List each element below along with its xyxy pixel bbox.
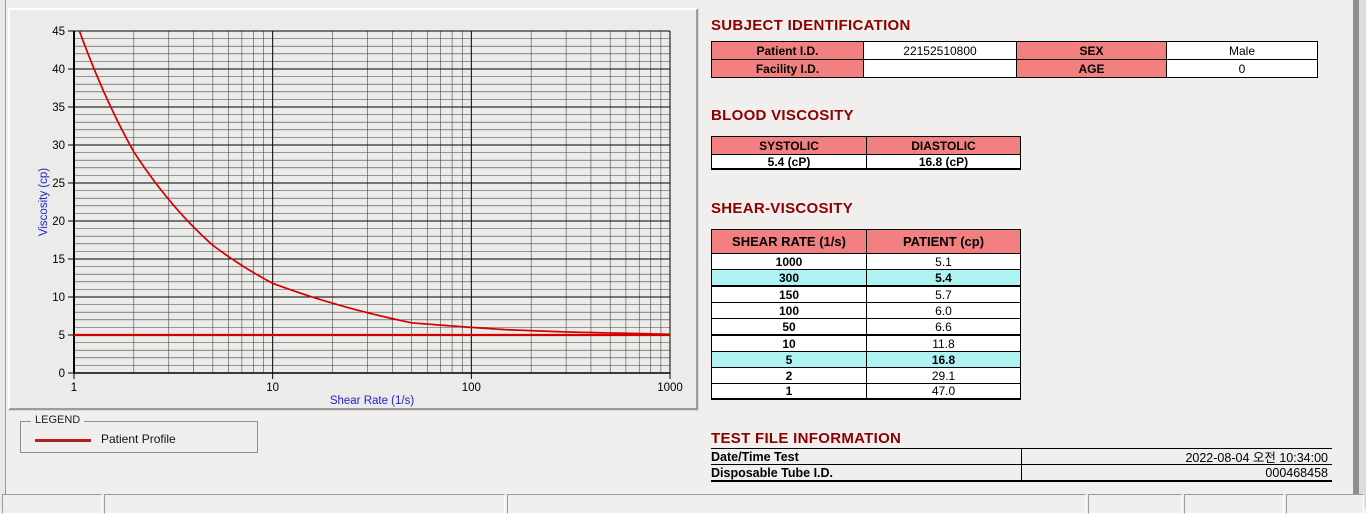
patient-id-label: Patient I.D. xyxy=(711,41,864,60)
shear-rate-cell: 1000 xyxy=(711,253,867,270)
svg-text:1: 1 xyxy=(71,382,77,394)
shear-rate-cell: 5 xyxy=(711,351,867,368)
patient-cp-cell: 47.0 xyxy=(866,383,1021,400)
shear-rate-header: SHEAR RATE (1/s) xyxy=(711,229,867,254)
diastolic-header: DIASTOLIC xyxy=(866,136,1021,155)
status-bar-cell xyxy=(104,494,505,514)
status-bar-cell xyxy=(1184,494,1284,514)
svg-text:35: 35 xyxy=(52,102,65,114)
legend-title: LEGEND xyxy=(31,414,85,426)
window-right-edge xyxy=(1353,0,1359,508)
status-bar-cell xyxy=(2,494,102,514)
patient-id-value: 22152510800 xyxy=(863,41,1017,60)
legend-line-sample xyxy=(35,439,91,442)
sex-label: SEX xyxy=(1016,41,1167,60)
sex-value: Male xyxy=(1166,41,1318,60)
window-right-edge-outer xyxy=(1359,0,1366,508)
facility-id-value xyxy=(863,59,1017,78)
facility-id-label: Facility I.D. xyxy=(711,59,864,78)
patient-cp-cell: 11.8 xyxy=(866,335,1021,352)
shear-rate-cell: 2 xyxy=(711,367,867,384)
svg-text:15: 15 xyxy=(52,254,65,266)
test-file-information-title: TEST FILE INFORMATION xyxy=(711,430,902,447)
svg-text:Shear Rate (1/s): Shear Rate (1/s) xyxy=(330,395,415,407)
patient-cp-cell: 6.0 xyxy=(866,302,1021,319)
patient-cp-cell: 5.4 xyxy=(866,269,1021,286)
shear-viscosity-title: SHEAR-VISCOSITY xyxy=(711,200,854,217)
shear-rate-cell: 1 xyxy=(711,383,867,400)
shear-rate-cell: 150 xyxy=(711,286,867,303)
status-bar-cell xyxy=(1088,494,1182,514)
svg-text:20: 20 xyxy=(52,216,65,228)
patient-cp-cell: 5.1 xyxy=(866,253,1021,270)
status-bar-cell xyxy=(1286,494,1364,514)
disposable-tube-id-label: Disposable Tube I.D. xyxy=(711,465,1022,480)
shear-rate-cell: 300 xyxy=(711,269,867,286)
svg-text:100: 100 xyxy=(462,382,481,394)
table-row: Date/Time Test 2022-08-04 오전 10:34:00 xyxy=(711,448,1332,465)
svg-text:10: 10 xyxy=(266,382,279,394)
systolic-value: 5.4 (cP) xyxy=(711,154,867,170)
patient-cp-cell: 16.8 xyxy=(866,351,1021,368)
shear-rate-cell: 10 xyxy=(711,335,867,352)
svg-text:0: 0 xyxy=(59,368,65,380)
svg-text:Viscosity (cp): Viscosity (cp) xyxy=(38,168,50,236)
svg-text:25: 25 xyxy=(52,178,65,190)
subject-identification-title: SUBJECT IDENTIFICATION xyxy=(711,17,911,34)
viscosity-chart-panel: 0 5 10 15 20 25 30 35 40 45 1 10 100 1000 Shear Rate (… xyxy=(8,8,698,410)
shear-rate-cell: 100 xyxy=(711,302,867,319)
age-label: AGE xyxy=(1016,59,1167,78)
svg-text:40: 40 xyxy=(52,64,65,76)
legend-box: LEGEND Patient Profile xyxy=(20,414,258,453)
legend-entry-label: Patient Profile xyxy=(101,432,176,446)
date-time-test-value: 2022-08-04 오전 10:34:00 xyxy=(1185,451,1328,465)
date-time-test-label: Date/Time Test xyxy=(711,449,1022,464)
svg-text:45: 45 xyxy=(52,26,65,38)
age-value: 0 xyxy=(1166,59,1318,78)
table-row: Disposable Tube I.D. 000468458 xyxy=(711,465,1332,482)
window-left-edge xyxy=(0,0,6,508)
patient-cp-cell: 6.6 xyxy=(866,318,1021,335)
patient-cp-cell: 5.7 xyxy=(866,286,1021,303)
svg-text:10: 10 xyxy=(52,292,65,304)
svg-text:5: 5 xyxy=(59,330,65,342)
patient-cp-header: PATIENT (cp) xyxy=(866,229,1021,254)
svg-text:1000: 1000 xyxy=(657,382,683,394)
patient-cp-cell: 29.1 xyxy=(866,367,1021,384)
diastolic-value: 16.8 (cP) xyxy=(866,154,1021,170)
viscosity-chart: 0 5 10 15 20 25 30 35 40 45 1 10 100 1000 Shear Rate (… xyxy=(38,26,683,407)
status-bar-cell xyxy=(507,494,1086,514)
blood-viscosity-title: BLOOD VISCOSITY xyxy=(711,107,854,124)
shear-rate-cell: 50 xyxy=(711,318,867,335)
svg-text:30: 30 xyxy=(52,140,65,152)
disposable-tube-id-value: 000468458 xyxy=(1265,465,1328,480)
systolic-header: SYSTOLIC xyxy=(711,136,867,155)
